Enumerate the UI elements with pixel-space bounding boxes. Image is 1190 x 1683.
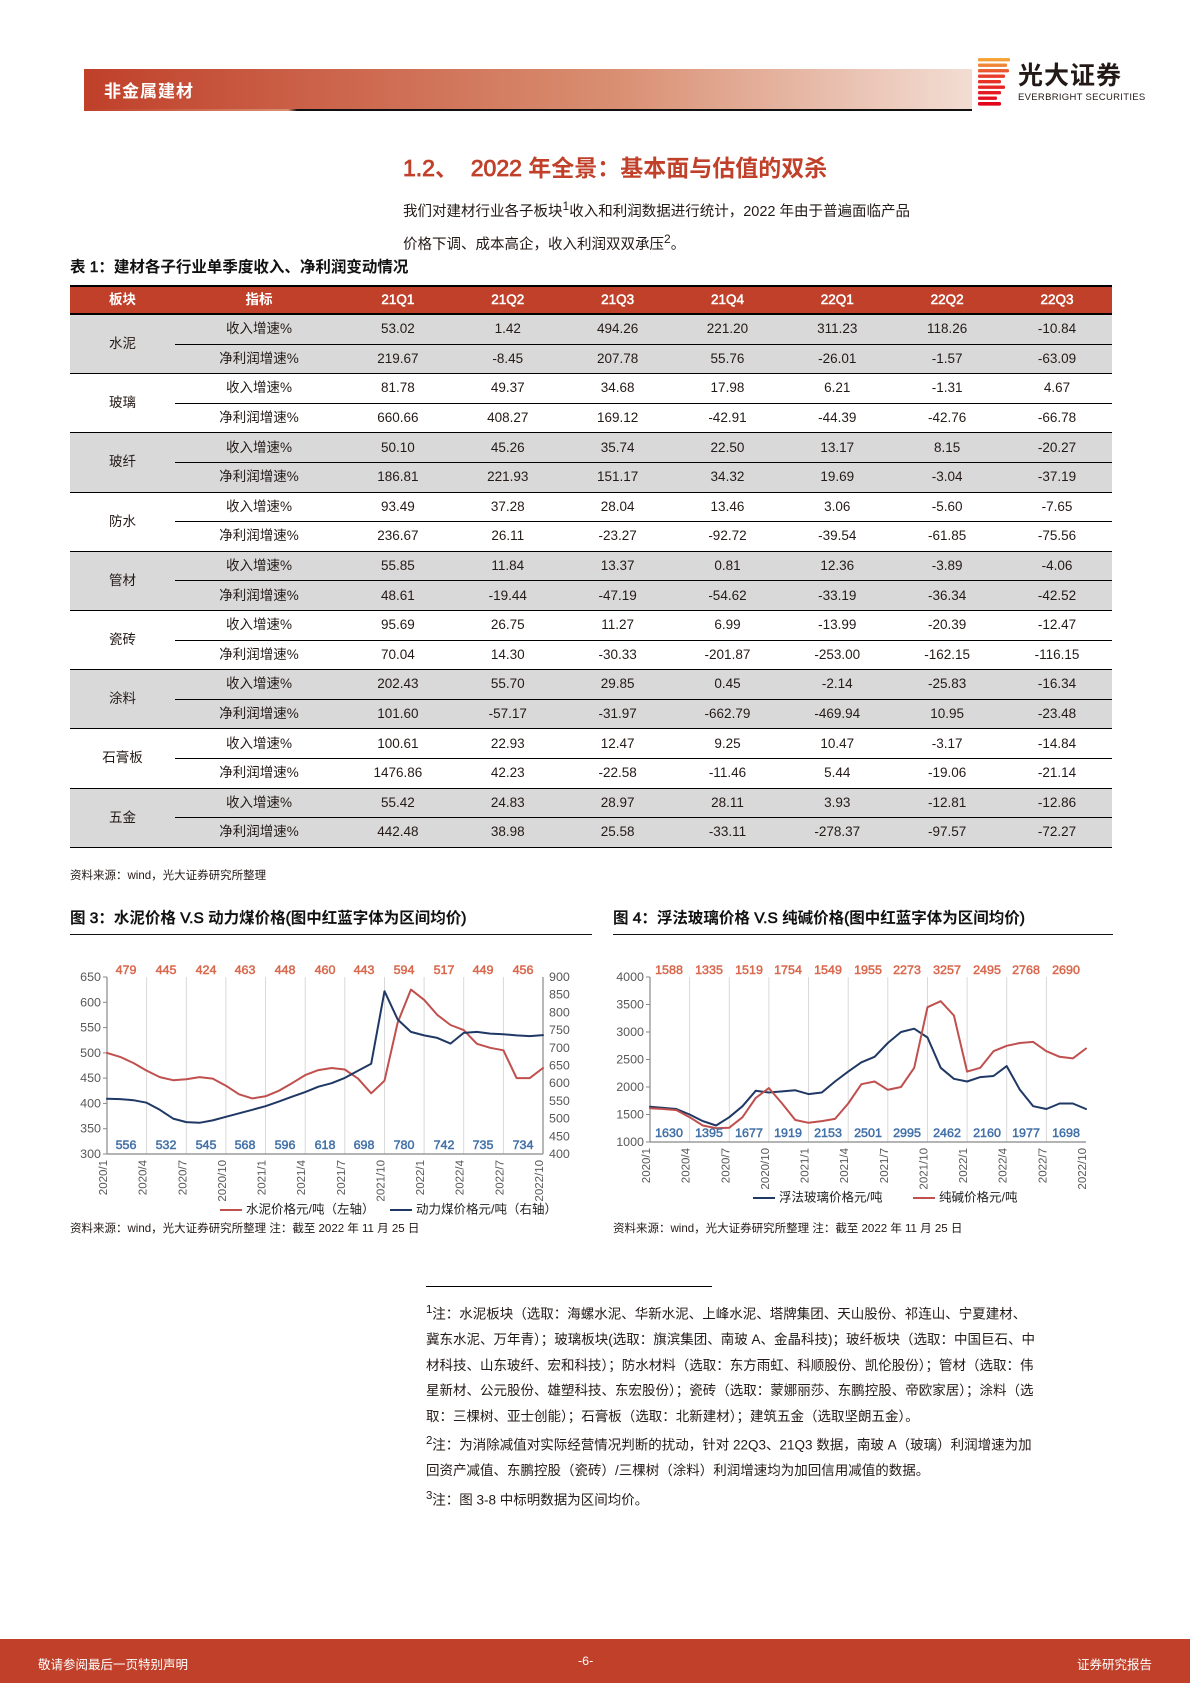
- svg-text:1519: 1519: [735, 963, 763, 977]
- svg-text:浮法玻璃价格元/吨: 浮法玻璃价格元/吨: [779, 1190, 883, 1205]
- svg-text:742: 742: [434, 1138, 455, 1152]
- svg-text:2273: 2273: [893, 963, 921, 977]
- svg-text:300: 300: [80, 1147, 101, 1161]
- svg-text:2021/4: 2021/4: [839, 1147, 851, 1183]
- svg-text:1677: 1677: [735, 1126, 763, 1140]
- svg-text:735: 735: [473, 1138, 494, 1152]
- svg-text:550: 550: [549, 1094, 570, 1108]
- svg-text:2020/7: 2020/7: [177, 1159, 189, 1195]
- svg-text:水泥价格元/吨（左轴）: 水泥价格元/吨（左轴）: [246, 1202, 374, 1217]
- svg-text:2020/10: 2020/10: [217, 1159, 229, 1201]
- svg-text:650: 650: [80, 970, 101, 984]
- svg-text:400: 400: [549, 1147, 570, 1161]
- svg-text:1919: 1919: [774, 1126, 802, 1140]
- svg-text:450: 450: [549, 1129, 570, 1143]
- svg-text:596: 596: [275, 1138, 296, 1152]
- svg-text:780: 780: [394, 1138, 415, 1152]
- svg-text:532: 532: [156, 1138, 177, 1152]
- svg-text:2021/10: 2021/10: [376, 1159, 388, 1201]
- svg-text:3500: 3500: [616, 998, 644, 1012]
- svg-text:449: 449: [473, 963, 494, 977]
- svg-text:556: 556: [116, 1138, 137, 1152]
- svg-text:2022/1: 2022/1: [958, 1147, 970, 1183]
- svg-text:2768: 2768: [1012, 963, 1040, 977]
- svg-text:1955: 1955: [854, 963, 882, 977]
- svg-text:2021/1: 2021/1: [800, 1147, 812, 1183]
- svg-text:1395: 1395: [695, 1126, 723, 1140]
- svg-text:448: 448: [275, 963, 296, 977]
- svg-text:350: 350: [80, 1122, 101, 1136]
- svg-text:500: 500: [80, 1046, 101, 1060]
- svg-text:700: 700: [549, 1041, 570, 1055]
- svg-text:2020/4: 2020/4: [681, 1147, 693, 1183]
- svg-text:517: 517: [434, 963, 455, 977]
- svg-text:594: 594: [394, 963, 416, 977]
- svg-text:1588: 1588: [655, 963, 683, 977]
- svg-text:1630: 1630: [655, 1126, 683, 1140]
- svg-text:1977: 1977: [1012, 1126, 1040, 1140]
- svg-text:2021/7: 2021/7: [879, 1147, 891, 1183]
- svg-text:2021/10: 2021/10: [919, 1147, 931, 1189]
- svg-text:2022/10: 2022/10: [1077, 1147, 1089, 1189]
- svg-text:2021/1: 2021/1: [257, 1159, 269, 1195]
- svg-text:2690: 2690: [1052, 963, 1080, 977]
- svg-text:618: 618: [315, 1138, 336, 1152]
- svg-text:734: 734: [513, 1138, 535, 1152]
- svg-text:1500: 1500: [616, 1108, 644, 1122]
- svg-text:400: 400: [80, 1096, 101, 1110]
- svg-text:3257: 3257: [933, 963, 961, 977]
- svg-text:900: 900: [549, 970, 570, 984]
- svg-text:1698: 1698: [1052, 1126, 1080, 1140]
- svg-text:4000: 4000: [616, 970, 644, 984]
- svg-text:2022/4: 2022/4: [998, 1147, 1010, 1183]
- svg-text:2020/4: 2020/4: [138, 1159, 150, 1195]
- svg-text:2000: 2000: [616, 1080, 644, 1094]
- svg-text:479: 479: [116, 963, 137, 977]
- svg-text:纯碱价格元/吨: 纯碱价格元/吨: [939, 1190, 1018, 1205]
- svg-text:2020/1: 2020/1: [98, 1159, 110, 1195]
- svg-text:1335: 1335: [695, 963, 723, 977]
- svg-text:750: 750: [549, 1023, 570, 1037]
- svg-text:463: 463: [235, 963, 256, 977]
- svg-text:424: 424: [196, 963, 218, 977]
- svg-text:2020/10: 2020/10: [760, 1147, 772, 1189]
- svg-text:2160: 2160: [973, 1126, 1001, 1140]
- svg-text:850: 850: [549, 988, 570, 1002]
- svg-text:2495: 2495: [973, 963, 1001, 977]
- svg-text:500: 500: [549, 1112, 570, 1126]
- svg-text:2500: 2500: [616, 1053, 644, 1067]
- svg-text:568: 568: [235, 1138, 256, 1152]
- svg-text:1754: 1754: [774, 963, 803, 977]
- svg-text:2501: 2501: [854, 1126, 882, 1140]
- svg-text:2153: 2153: [814, 1126, 842, 1140]
- svg-text:650: 650: [549, 1059, 570, 1073]
- svg-text:443: 443: [354, 963, 375, 977]
- svg-text:2020/7: 2020/7: [720, 1147, 732, 1183]
- svg-text:456: 456: [513, 963, 534, 977]
- svg-text:3000: 3000: [616, 1025, 644, 1039]
- svg-text:698: 698: [354, 1138, 375, 1152]
- svg-text:445: 445: [156, 963, 177, 977]
- svg-text:1549: 1549: [814, 963, 842, 977]
- svg-text:1000: 1000: [616, 1135, 644, 1149]
- svg-text:2021/7: 2021/7: [336, 1159, 348, 1195]
- svg-text:2995: 2995: [893, 1126, 921, 1140]
- svg-text:450: 450: [80, 1071, 101, 1085]
- svg-text:550: 550: [80, 1021, 101, 1035]
- svg-text:2022/10: 2022/10: [534, 1159, 546, 1201]
- svg-text:600: 600: [80, 995, 101, 1009]
- svg-text:2020/1: 2020/1: [641, 1147, 653, 1183]
- svg-text:2022/1: 2022/1: [415, 1159, 427, 1195]
- svg-text:2462: 2462: [933, 1126, 961, 1140]
- svg-text:460: 460: [315, 963, 336, 977]
- svg-text:545: 545: [196, 1138, 217, 1152]
- svg-text:800: 800: [549, 1005, 570, 1019]
- svg-text:2022/7: 2022/7: [494, 1159, 506, 1195]
- svg-text:2022/4: 2022/4: [455, 1159, 467, 1195]
- svg-text:2022/7: 2022/7: [1037, 1147, 1049, 1183]
- svg-text:600: 600: [549, 1076, 570, 1090]
- svg-text:动力煤价格元/吨（右轴）: 动力煤价格元/吨（右轴）: [416, 1202, 557, 1217]
- svg-text:2021/4: 2021/4: [296, 1159, 308, 1195]
